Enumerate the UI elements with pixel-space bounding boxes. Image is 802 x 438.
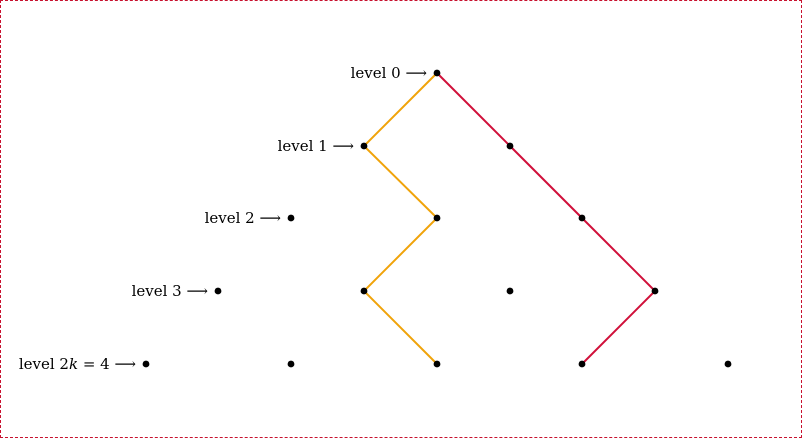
lattice-point xyxy=(214,287,222,295)
lattice-point xyxy=(724,360,732,368)
lattice-point xyxy=(651,287,659,295)
level-1-label: level 1 ⟶ xyxy=(278,137,354,155)
level-2-label: level 2 ⟶ xyxy=(205,209,281,227)
lattice-point xyxy=(360,287,368,295)
lattice-point xyxy=(506,287,514,295)
lattice-point xyxy=(433,214,441,222)
lattice-point xyxy=(287,214,295,222)
lattice-point xyxy=(506,142,514,150)
lattice-point xyxy=(360,142,368,150)
red-path xyxy=(436,72,657,365)
lattice-point xyxy=(287,360,295,368)
level-3-label: level 3 ⟶ xyxy=(132,282,208,300)
level-4-label-prefix: level 2 xyxy=(19,355,69,373)
lattice-point xyxy=(578,214,586,222)
level-4-label: level 2k = 4 ⟶ xyxy=(19,355,136,373)
lattice-point xyxy=(578,360,586,368)
lattice-point xyxy=(433,360,441,368)
lattice-point xyxy=(433,69,441,77)
level-4-label-variable: k xyxy=(69,355,78,373)
level-0-label: level 0 ⟶ xyxy=(351,64,427,82)
level-4-label-suffix: = 4 ⟶ xyxy=(78,355,136,373)
orange-path xyxy=(362,72,439,365)
lattice-point xyxy=(142,360,150,368)
